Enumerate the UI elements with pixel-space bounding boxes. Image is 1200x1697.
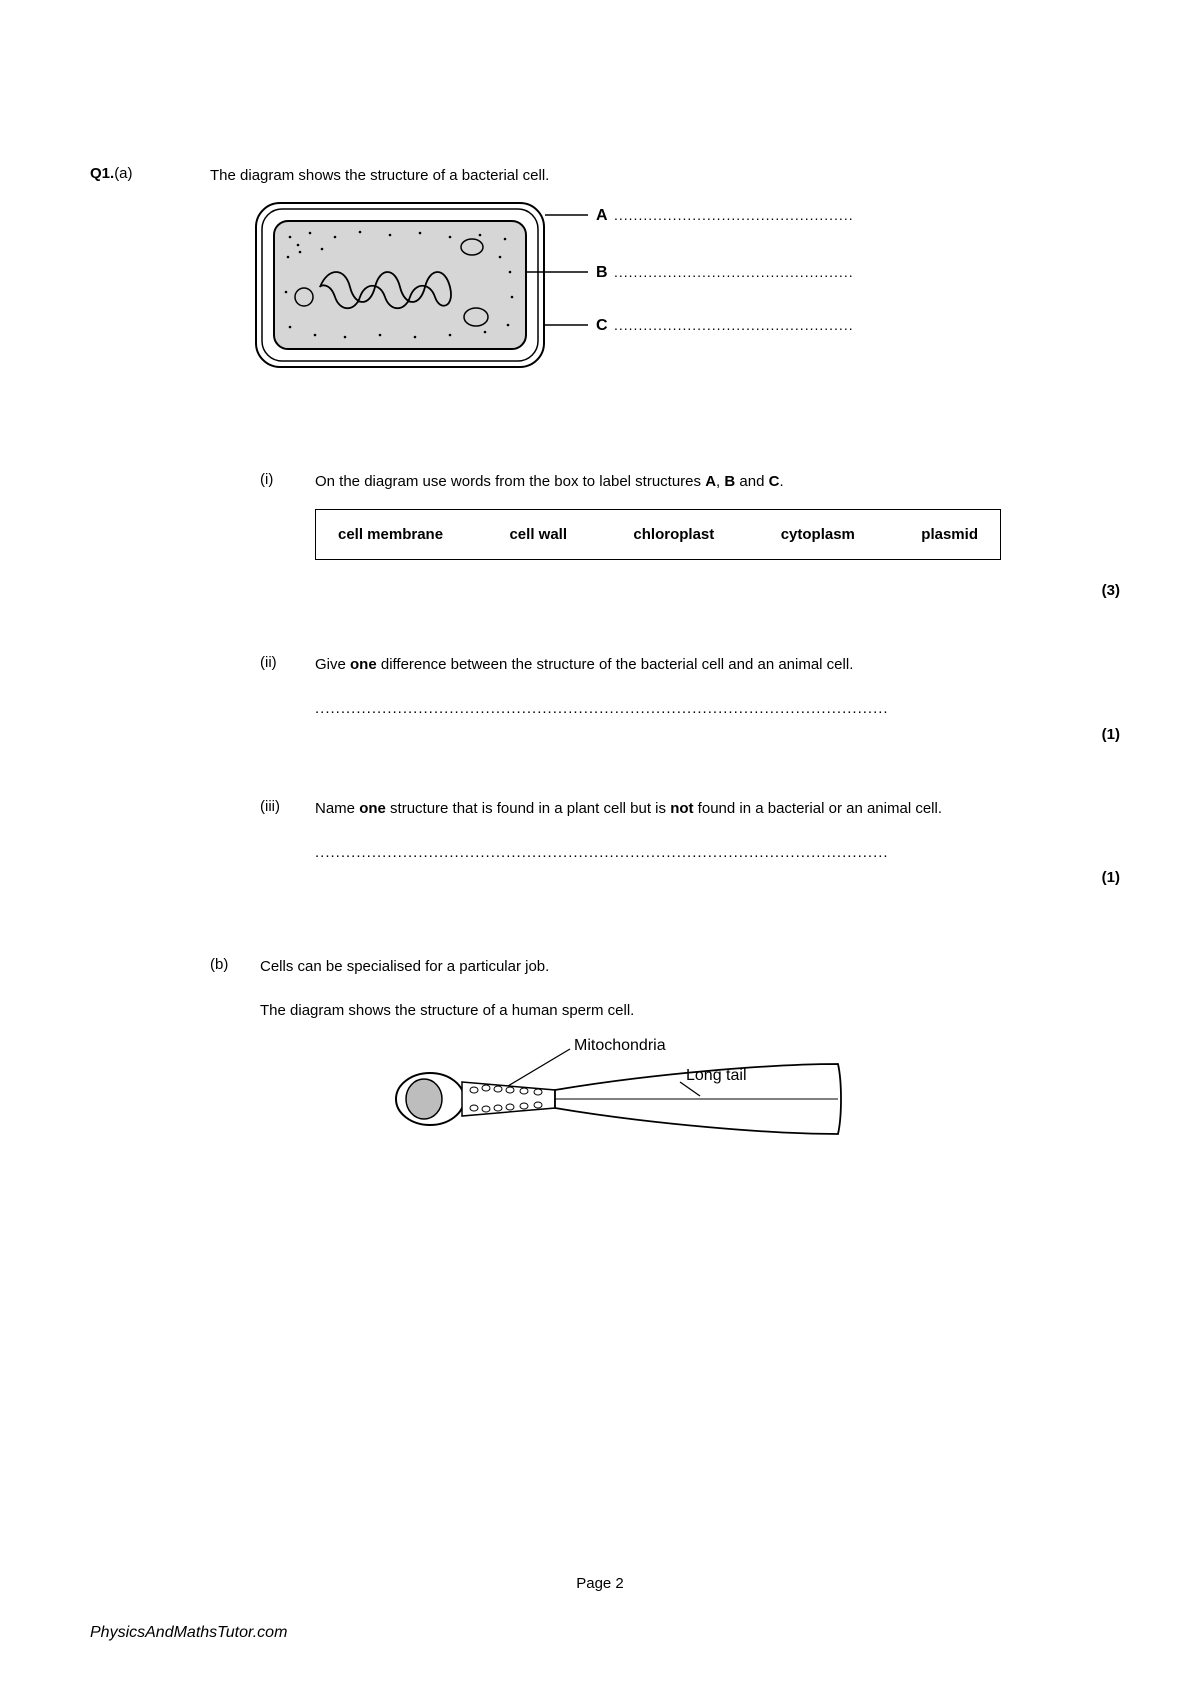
answer-line[interactable]: ........................................… — [315, 698, 1060, 720]
marks-i: (3) — [260, 582, 1120, 599]
sperm-cell-diagram: Mitochondria Long tail — [390, 1034, 1120, 1168]
box-word: chloroplast — [633, 524, 714, 546]
sub-i-text: On the diagram use words from the box to… — [315, 471, 1120, 561]
svg-text:C: C — [596, 317, 608, 334]
marks-iii: (1) — [260, 869, 1120, 886]
svg-text:..............................: ........................................… — [614, 264, 854, 280]
sub-ii-number: (ii) — [260, 654, 315, 671]
sub-ii-text: Give one difference between the structur… — [315, 654, 1120, 720]
page-number: Page 2 — [0, 1575, 1200, 1592]
svg-text:A: A — [596, 207, 608, 224]
question-number: Q1.(a) — [90, 165, 160, 182]
marks-ii: (1) — [260, 726, 1120, 743]
box-word: cytoplasm — [781, 524, 855, 546]
svg-text:..............................: ........................................… — [614, 317, 854, 333]
word-box: cell membrane cell wall chloroplast cyto… — [315, 509, 1001, 561]
label-mitochondria: Mitochondria — [574, 1037, 666, 1054]
sub-iii-number: (iii) — [260, 798, 315, 815]
sub-iii-text: Name one structure that is found in a pl… — [315, 798, 1120, 864]
svg-text:..............................: ........................................… — [614, 207, 854, 223]
part-a-intro: The diagram shows the structure of a bac… — [210, 165, 1120, 187]
box-word: cell membrane — [338, 524, 443, 546]
site-footer: PhysicsAndMathsTutor.com — [90, 1624, 287, 1642]
part-b-letter: (b) — [210, 956, 260, 1022]
svg-text:B: B — [596, 264, 608, 281]
box-word: plasmid — [921, 524, 978, 546]
answer-line[interactable]: ........................................… — [315, 842, 1060, 864]
sub-i-number: (i) — [260, 471, 315, 488]
box-word: cell wall — [509, 524, 567, 546]
part-b-text: Cells can be specialised for a particula… — [260, 956, 1120, 1022]
bacterial-cell-diagram: A ......................................… — [250, 197, 1120, 391]
label-long-tail: Long tail — [686, 1067, 747, 1084]
